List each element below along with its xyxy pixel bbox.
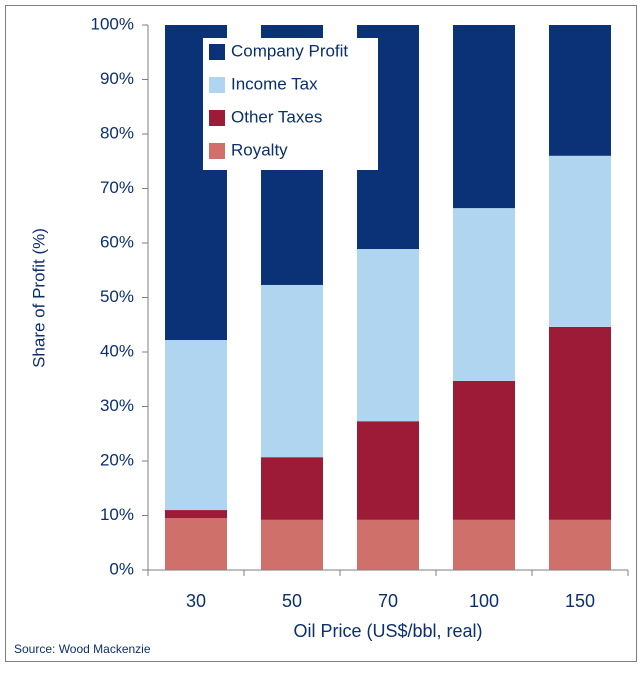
y-tick-label: 10% [100,505,134,524]
bar-segment [549,25,611,156]
legend-box [203,38,378,170]
legend-swatch [209,110,225,126]
bar-segment [453,380,515,520]
bar-segment [261,284,323,458]
bar-segment [549,519,611,570]
bar-segment [165,518,227,570]
bar-segment [357,421,419,520]
x-tick-label: 30 [186,591,206,611]
bar-segment [549,155,611,327]
bar-segment [165,340,227,511]
x-tick-label: 50 [282,591,302,611]
legend-label: Company Profit [231,41,348,60]
legend-label: Income Tax [231,74,318,93]
legend-swatch [209,44,225,60]
legend-label: Royalty [231,140,288,159]
y-tick-label: 90% [100,69,134,88]
y-tick-label: 60% [100,232,134,251]
y-axis-title: Share of Profit (%) [29,228,48,368]
y-tick-label: 0% [109,559,134,578]
x-tick-label: 100 [469,591,499,611]
y-tick-label: 30% [100,396,134,415]
y-tick-label: 100% [91,14,134,33]
bar-segment [261,519,323,570]
bar-segment [453,208,515,381]
x-tick-label: 150 [565,591,595,611]
legend-label: Other Taxes [231,107,322,126]
legend-swatch [209,143,225,159]
bar-segment [357,248,419,422]
y-tick-label: 80% [100,123,134,142]
x-axis-title: Oil Price (US$/bbl, real) [293,621,482,641]
y-tick-label: 70% [100,178,134,197]
y-tick-label: 40% [100,341,134,360]
source: Source: Wood Mackenzie [14,642,151,656]
legend: Company Profit Income Tax Other Taxes Royal… [203,38,378,170]
bar-segment [261,457,323,520]
bar-segment [165,510,227,519]
x-tick-label: 70 [378,591,398,611]
bar-segment [453,519,515,570]
bar-segment [357,519,419,570]
frame [5,5,637,662]
bar-segment [453,25,515,209]
y-tick-label: 50% [100,287,134,306]
legend-swatch [209,77,225,93]
y-tick-label: 20% [100,450,134,469]
bar-segment [549,326,611,520]
